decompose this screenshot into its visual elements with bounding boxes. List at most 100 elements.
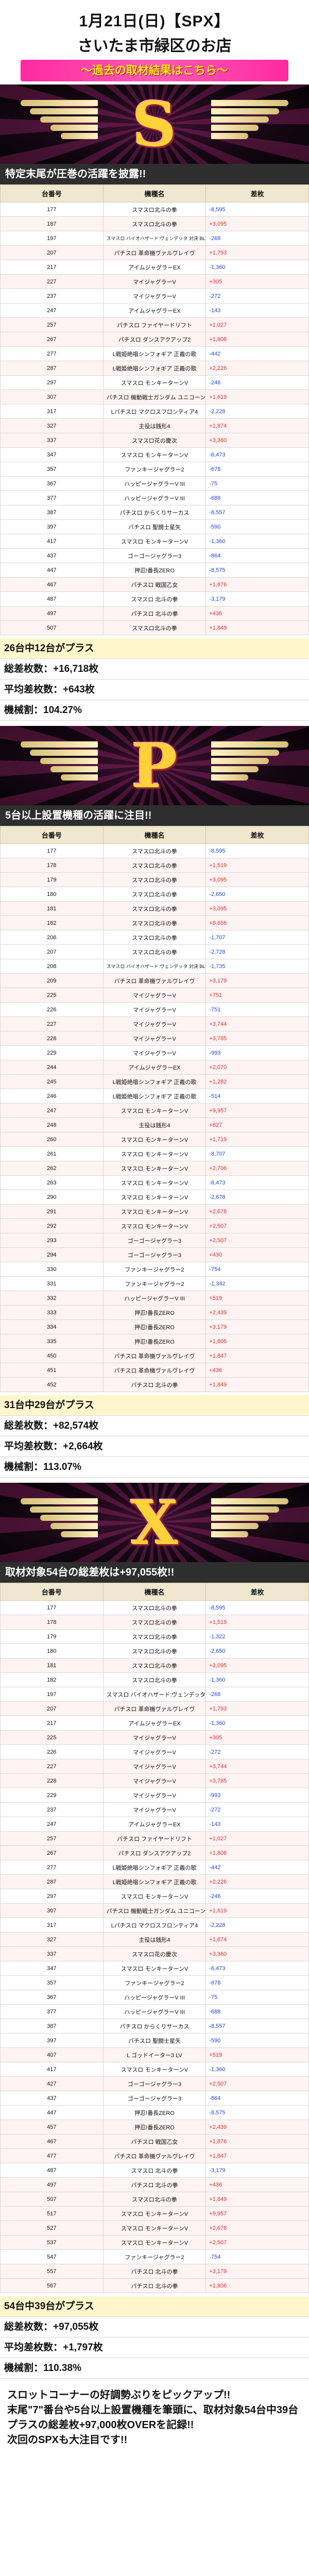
machine-name: マイジャグラーV [102,1744,207,1759]
table-row: 333 押忍!番長ZERO +2,439 [0,1305,309,1320]
coin-difference: -688 [205,490,309,505]
table-row: 207 パチスロ 革命機ヴァルヴレイヴ +1,793 [0,245,309,260]
table-row: 227 マイジャグラーV +3,744 [0,1016,309,1031]
table-row: 330 ファンキージャグラー2 -754 [0,1262,309,1277]
machine-number: 307 [0,1903,104,1918]
table-row: 226 マイジャグラーV -272 [0,1744,309,1759]
coin-difference: -8,595 [205,202,309,217]
machine-name: マイジャグラーV [102,1788,207,1803]
coin-difference: +8,656 [205,916,309,930]
page-date: 1月21日(日)【SPX】 [79,13,230,30]
table-row: 227 マイジャグラーV +3,744 [0,1759,309,1774]
machine-name: スマスロ バイオハザード:ヴェンデッタ 対決 BLACK EDITION [102,231,207,246]
table-row: 357 ファンキージャグラー2 -678 [0,462,309,477]
closing-text: スロットコーナーの好調勢ぶりをピックアップ!! 末尾"7"番台や5台以上設置機種を… [7,2388,302,2486]
past-results-link[interactable]: ～過去の取材結果はこちら～ [21,60,288,81]
machine-number: 287 [0,361,104,376]
coin-difference: -75 [205,1990,309,2005]
coin-difference: -993 [205,1045,309,1060]
machine-number: 327 [0,418,104,433]
machine-number: 228 [0,1031,104,1046]
coin-difference: +9,957 [205,2206,309,2221]
results-sections: S 特定末尾が圧巻の活躍を披露!! 台番号 機種名 差枚 177 スマスロ北斗の拳 -8,59… [0,84,309,2384]
coin-difference: +3,179 [205,2264,309,2279]
coin-difference: +1,027 [205,1831,309,1846]
table-row: 209 パチスロ 革命機ヴァルヴレイヴ +3,179 [0,973,309,988]
machine-name: マイジャグラーV [102,1802,207,1817]
coin-difference: +1,619 [205,389,309,404]
machine-name: ファンキージャグラー2 [102,2249,207,2264]
machine-number: 527 [0,2221,104,2235]
machine-name: L ゴッドイーター3 LV [102,2047,207,2062]
machine-name: スマスロ北斗の拳 [102,2192,207,2207]
machine-name: パチスロ 革命機ヴァルヴレイヴ [102,973,207,988]
wing-left-icon [21,741,103,788]
machine-number: 417 [0,2062,104,2077]
machine-name: マイジャグラーV [102,1031,207,1046]
wing-feather [211,1498,288,1504]
wing-left-icon [21,100,103,146]
machine-name: 主役は銭形4 [102,418,207,433]
table-row: 181 スマスロ北斗の拳 +3,095 [0,1658,309,1673]
coin-difference: -2,678 [205,1190,309,1205]
table-row: 335 押忍!番長ZERO +1,806 [0,1334,309,1349]
coin-difference: -2,228 [205,1918,309,1933]
machine-number: 347 [0,1961,104,1976]
coin-difference: +827 [205,1117,309,1132]
coin-difference: +436 [205,2177,309,2192]
machine-number: 450 [0,1348,104,1363]
table-row: 557 パチスロ 北斗の拳 +3,179 [0,2264,309,2279]
summary-block: 31台中29台がプラス 総差枚数：+82,574枚 平均差枚数：+2,664枚 機械割… [0,1392,309,1483]
header: 1月21日(日)【SPX】 さいたま市緑区のお店 ～過去の取材結果はこちら～ [0,0,309,84]
section-title: 取材対象54台の総差枚は+97,055枚!! [0,1562,309,1583]
coin-difference: +751 [205,988,309,1003]
column-header: 機種名 [102,1583,207,1601]
coin-difference: +2,226 [205,1874,309,1889]
coin-difference: -442 [205,1860,309,1875]
coin-difference: -864 [205,548,309,563]
machine-number: 497 [0,2177,104,2192]
coin-difference: +1,876 [205,577,309,592]
machine-name: パチスロ 聖闘士星矢 [102,519,207,534]
machine-number: 245 [0,1074,104,1089]
table-row: 290 スマスロ モンキーターンV -2,678 [0,1190,309,1205]
machine-name: ファンキージャグラー2 [102,1975,207,1990]
machine-number: 225 [0,988,104,1003]
machine-number: 334 [0,1319,104,1334]
machine-name: ゴーゴージャグラー3 [102,2076,207,2091]
machine-number: 247 [0,303,104,318]
machine-name: パチスロ 北斗の拳 [102,1377,207,1392]
table-row: 417 スマスロ モンキーターンV -1,360 [0,2062,309,2077]
coin-difference: +1,847 [205,1348,309,1363]
machine-number: 178 [0,1615,104,1630]
column-header: 差枚 [205,184,309,202]
table-row: 182 スマスロ北斗の拳 +8,656 [0,916,309,930]
coin-difference: -3,179 [205,591,309,606]
machine-name: Lパチスロ マクロスフロンティア4 [102,1918,207,1933]
wing-feather [211,1515,269,1521]
table-row: 327 主役は銭形4 +1,874 [0,418,309,433]
table-row: 180 スマスロ北斗の拳 -2,650 [0,887,309,902]
table-row: 527 スマスロ モンキーターンV +2,678 [0,2221,309,2235]
machine-number: 467 [0,577,104,592]
machine-name: スマスロ北斗の拳 [102,916,207,930]
coin-difference: -1,360 [205,534,309,549]
machine-name: 主役は銭形4 [102,1932,207,1947]
machine-name: スマスロ モンキーターンV [102,1218,207,1233]
wing-feather [30,1506,98,1513]
machine-number: 332 [0,1291,104,1306]
coin-difference: +2,439 [205,1305,309,1320]
hero-letter: S [132,88,177,160]
coin-difference: -6,473 [205,1175,309,1190]
table-row: 179 スマスロ北斗の拳 +3,095 [0,872,309,887]
wing-feather [40,758,98,764]
machine-number: 197 [0,1687,104,1702]
coin-difference: +3,744 [205,1759,309,1774]
machine-name: スマスロ 北斗の拳 [102,591,207,606]
table-row: 452 パチスロ 北斗の拳 +1,849 [0,1377,309,1392]
wing-feather [40,116,98,123]
table-row: 347 スマスロ モンキーターンV -6,473 [0,1961,309,1976]
coin-difference: -514 [205,1089,309,1104]
wing-feather [61,133,98,139]
machine-name: アイムジャグラーEX [102,303,207,318]
